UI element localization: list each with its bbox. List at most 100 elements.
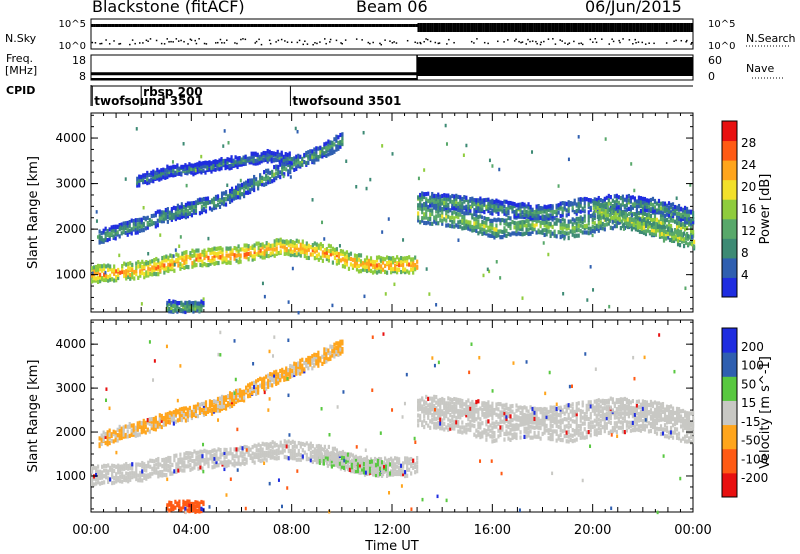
power-cell (357, 257, 361, 262)
velocity-cell (249, 393, 252, 398)
velocity-cell (160, 416, 163, 421)
power-speckle (684, 286, 687, 290)
velocity-cell (344, 459, 348, 464)
power-cell (604, 203, 607, 208)
power-cell (628, 223, 631, 228)
power-cell (183, 250, 186, 255)
velocity-cell (205, 449, 208, 454)
power-cell (513, 225, 516, 230)
power-cell (229, 249, 232, 254)
noise-search-mark (542, 23, 545, 32)
velocity-cell (285, 374, 288, 379)
noise-search-mark (688, 23, 691, 32)
power-cell (286, 159, 289, 164)
velocity-cell (317, 350, 320, 355)
velocity-cell (331, 345, 334, 350)
power-cell (317, 146, 320, 151)
power-cell (693, 239, 696, 245)
power-cell (596, 214, 599, 220)
power-cell (607, 193, 610, 199)
noise-search-mark (438, 23, 441, 32)
power-cell (174, 299, 177, 305)
noise-search-mark (132, 24, 136, 27)
power-cell (181, 263, 184, 268)
velocity-cell (221, 460, 224, 465)
power-speckle (563, 236, 566, 241)
power-cell (341, 264, 345, 269)
noise-search-mark (269, 24, 272, 27)
power-cell (481, 222, 484, 227)
power-cell (431, 208, 434, 213)
noise-search-mark (123, 24, 126, 27)
velocity-cell (97, 464, 100, 469)
velocity-cell (95, 477, 98, 482)
velocity-cell (277, 380, 280, 385)
power-cell (633, 196, 637, 201)
noise-search-mark (544, 23, 548, 32)
power-cell (185, 260, 188, 265)
velocity-cell (138, 432, 141, 437)
power-cell (561, 212, 564, 217)
velocity-cell (350, 458, 354, 463)
power-cell (349, 256, 353, 262)
power-cell (182, 302, 185, 307)
noise-search-mark (185, 24, 189, 27)
velocity-cell (107, 463, 110, 468)
power-cell (431, 194, 434, 199)
velocity-cell (275, 442, 278, 448)
noise-search-mark (352, 24, 356, 27)
power-cell (537, 203, 540, 209)
power-cell (103, 277, 106, 283)
velocity-cell (301, 441, 304, 447)
power-speckle (145, 262, 148, 266)
power-cell (279, 249, 282, 254)
noise-search-mark (570, 23, 573, 32)
power-cell (307, 247, 310, 252)
power-cell (673, 219, 677, 224)
velocity-cell (325, 347, 328, 352)
noise-search-mark (250, 24, 254, 27)
power-cell (112, 224, 115, 230)
velocity-cell (263, 456, 266, 461)
power-cell (185, 264, 188, 269)
power-cell (505, 209, 508, 214)
power-cell (173, 260, 176, 265)
noise-search-mark (148, 24, 152, 27)
power-cell (110, 227, 113, 233)
power-cell (455, 199, 458, 204)
noise-search-mark (662, 23, 666, 32)
velocity-cell (325, 460, 328, 465)
velocity-cell (247, 393, 250, 398)
power-cell (259, 248, 262, 253)
power-cell (441, 207, 444, 212)
velocity-cell (216, 399, 220, 404)
power-cell (665, 207, 669, 213)
power-speckle (223, 129, 226, 133)
power-cell (240, 182, 244, 188)
power-cell (545, 220, 548, 225)
power-cell (141, 259, 144, 264)
velocity-cell (170, 418, 173, 423)
velocity-cell (385, 458, 389, 463)
power-cell (589, 226, 592, 231)
power-speckle (323, 237, 326, 241)
power-cell (539, 230, 542, 235)
velocity-cell (338, 452, 342, 457)
power-cell (278, 159, 281, 164)
velocity-cell (131, 462, 134, 467)
power-cell (404, 256, 407, 261)
power-cell (389, 270, 393, 275)
power-cell (691, 229, 695, 235)
power-cell (284, 154, 287, 160)
power-cell (357, 253, 361, 258)
power-cell (447, 202, 450, 207)
velocity-cell (218, 408, 222, 413)
power-cell (147, 271, 150, 276)
power-cell (654, 232, 658, 237)
power-cell (297, 252, 300, 257)
power-cell (277, 173, 280, 178)
power-cell (624, 211, 627, 216)
power-cell (487, 228, 490, 233)
noise-search-mark (479, 23, 483, 32)
power-cell (248, 156, 251, 161)
